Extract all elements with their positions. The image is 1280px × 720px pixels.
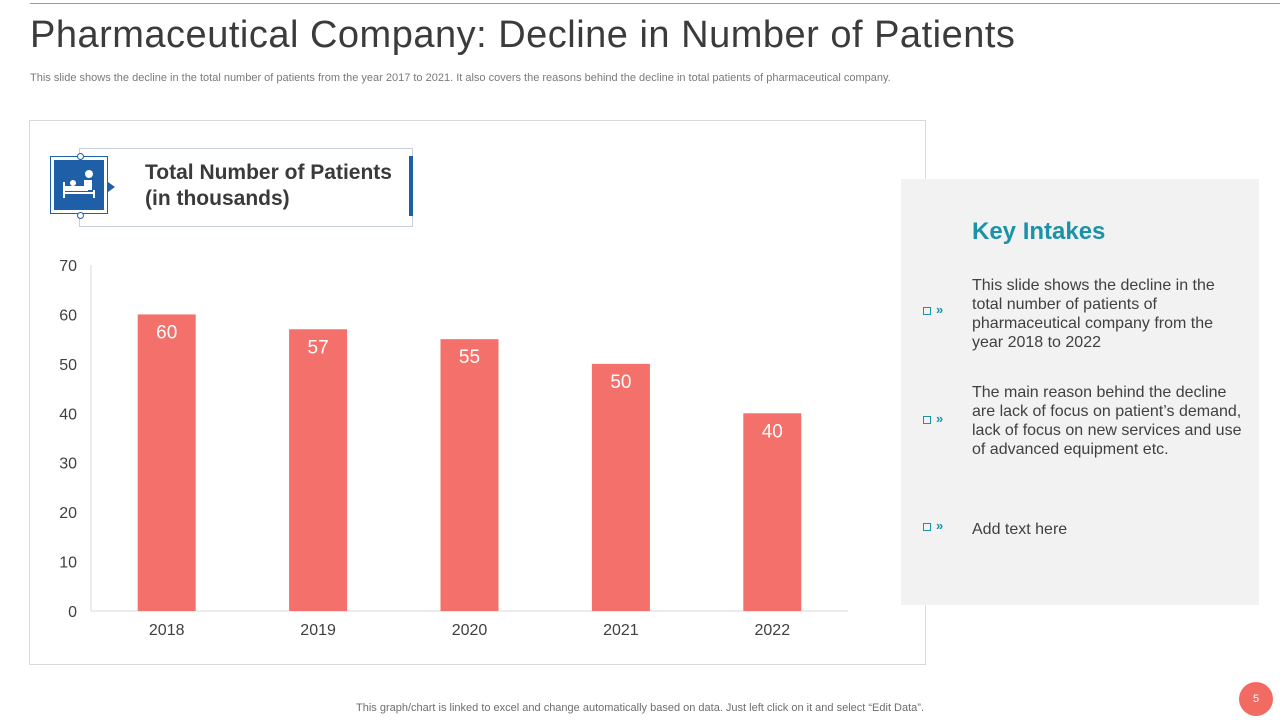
intake-text: The main reason behind the decline are l… bbox=[972, 384, 1242, 458]
bar-value-label: 50 bbox=[610, 372, 631, 393]
bar[interactable] bbox=[591, 363, 650, 611]
chart-header: Total Number of Patients (in thousands) bbox=[50, 148, 413, 227]
bar-value-label: 57 bbox=[308, 337, 329, 358]
x-tick-label: 2021 bbox=[603, 622, 639, 639]
y-tick-label: 0 bbox=[68, 604, 77, 621]
bar-value-label: 60 bbox=[156, 322, 177, 343]
x-tick-label: 2020 bbox=[452, 622, 488, 639]
checkbox-chevron-icon: » bbox=[923, 411, 953, 429]
chart-header-title: Total Number of Patients (in thousands) bbox=[145, 161, 392, 210]
resize-handle[interactable] bbox=[77, 212, 84, 219]
bar-value-label: 40 bbox=[762, 421, 783, 442]
y-tick-label: 50 bbox=[59, 357, 77, 374]
header-pointer-icon bbox=[108, 182, 115, 192]
resize-handle[interactable] bbox=[77, 153, 84, 160]
footer-note: This graph/chart is linked to excel and … bbox=[355, 702, 925, 714]
y-tick-label: 30 bbox=[59, 456, 77, 473]
y-tick-label: 60 bbox=[59, 307, 77, 324]
page-subtitle: This slide shows the decline in the tota… bbox=[30, 72, 891, 84]
checkbox-chevron-icon: » bbox=[923, 518, 953, 536]
key-intakes-panel: Key Intakes » This slide shows the decli… bbox=[901, 179, 1259, 605]
y-tick-label: 70 bbox=[59, 258, 77, 275]
x-tick-label: 2022 bbox=[755, 622, 791, 639]
y-tick-label: 40 bbox=[59, 406, 77, 423]
bar[interactable] bbox=[137, 314, 196, 611]
x-tick-label: 2018 bbox=[149, 622, 185, 639]
page-number-badge: 5 bbox=[1239, 682, 1273, 716]
top-rule bbox=[30, 3, 1280, 4]
bar[interactable] bbox=[440, 339, 499, 611]
bar-value-label: 55 bbox=[459, 347, 480, 368]
intake-text: Add text here bbox=[972, 521, 1068, 538]
y-tick-label: 20 bbox=[59, 505, 77, 522]
checkbox-chevron-icon: » bbox=[923, 302, 953, 320]
bar[interactable] bbox=[289, 329, 348, 611]
page-title: Pharmaceutical Company: Decline in Numbe… bbox=[30, 14, 1016, 56]
key-intakes-title: Key Intakes bbox=[972, 218, 1106, 245]
bar[interactable] bbox=[743, 413, 802, 611]
chart-header-accent bbox=[409, 156, 413, 216]
y-tick-label: 10 bbox=[59, 555, 77, 572]
chart-header-card bbox=[79, 148, 413, 227]
intake-text: This slide shows the decline in the tota… bbox=[972, 277, 1215, 351]
x-tick-label: 2019 bbox=[300, 622, 336, 639]
